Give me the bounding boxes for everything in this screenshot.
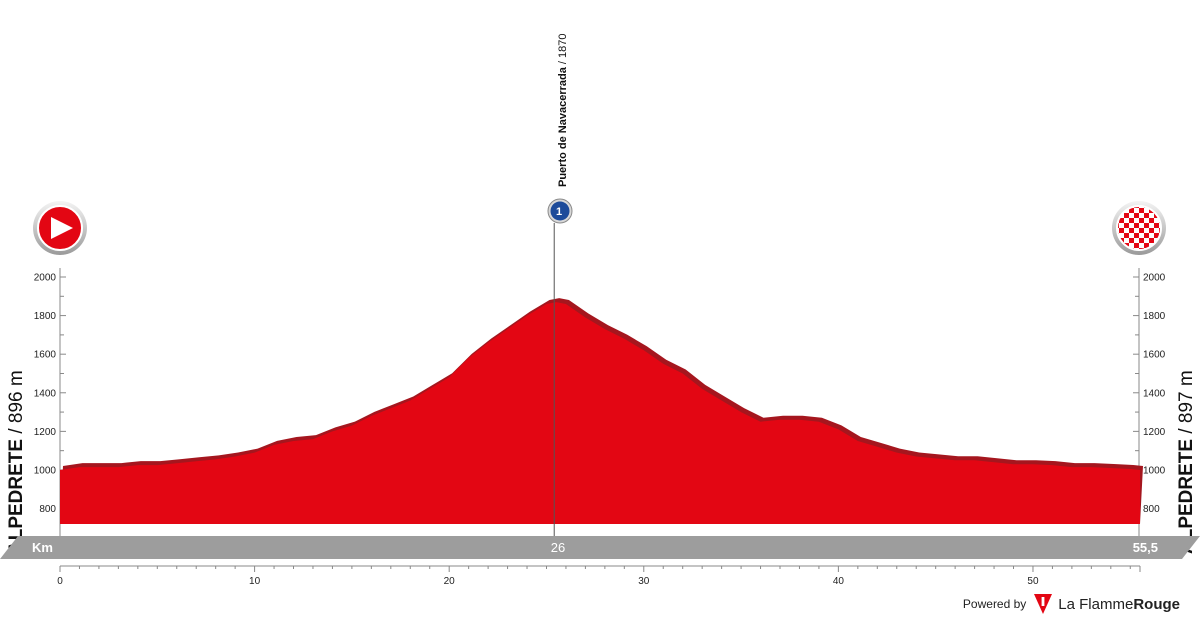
right-axis-tick-label: 1600 [1143,350,1166,361]
right-altitude-axis: 800 1000 1200 1400 1600 1800 2000 [1133,268,1166,545]
start-name: ALPEDRETE [6,439,27,554]
start-altitude: 896 m [6,370,27,423]
km-axis-ticks: 0 10 20 30 40 50 [57,566,1141,587]
distance-band: Km 26 55,5 [0,536,1200,559]
finish-label: ALPEDRETE / 897 m [1176,370,1197,554]
left-axis-tick-label: 800 [39,504,56,515]
left-axis-tick-label: 1400 [34,388,57,399]
left-axis-tick-label: 1600 [34,350,57,361]
right-axis-tick-label: 1400 [1143,388,1166,399]
brand-name-regular: La Flamme [1058,595,1134,613]
right-axis-tick-label: 800 [1143,504,1160,515]
brand-name: La FlammeRouge [1058,596,1180,613]
left-axis-tick-label: 1000 [34,465,57,476]
profile-area-group [60,298,1143,524]
category-1-climb-icon: 1 [547,198,573,224]
km-axis: 0 10 20 30 40 50 [57,565,1141,587]
left-axis-tick-label: 2000 [34,273,57,284]
right-axis-tick-label: 1800 [1143,311,1166,322]
climb-label: Puerto de Navacerrada / 1870 [557,34,569,188]
climb-marker: Puerto de Navacerrada / 1870 1 [547,34,573,536]
km-axis-tick-label: 30 [638,576,650,587]
km-axis-tick-label: 10 [249,576,261,587]
finish-altitude: 897 m [1176,370,1197,423]
left-axis-tick-label: 1800 [34,311,57,322]
right-axis-tick-label: 1000 [1143,465,1166,476]
climb-altitude: 1870 [557,34,569,58]
brand-logo: Powered by La FlammeRouge [963,593,1180,615]
start-separator: / [6,423,27,439]
km-label: Km [32,540,53,555]
la-flamme-rouge-logo-icon [1034,594,1053,614]
left-axis-tick-label: 1200 [34,427,57,438]
climb-separator: / [557,58,569,67]
km-axis-tick-label: 40 [833,576,845,587]
climb-category-label: 1 [556,206,562,218]
right-axis-tick-label: 1200 [1143,427,1166,438]
distance-band-shape [0,536,1200,559]
right-axis-tick-label: 2000 [1143,273,1166,284]
climb-name: Puerto de Navacerrada [557,66,569,187]
start-icon [33,201,87,255]
left-axis-ticks: 800 1000 1200 1400 1600 1800 2000 [34,273,66,515]
total-km-label: 55,5 [1133,540,1158,555]
km-axis-tick-label: 50 [1027,576,1039,587]
km-axis-tick-label: 20 [444,576,456,587]
summit-km-label: 26 [551,540,565,555]
finish-separator: / [1176,423,1197,439]
km-axis-tick-label: 0 [57,576,63,587]
finish-name: ALPEDRETE [1176,439,1197,554]
profile-fill [60,302,1140,524]
finish-flag-icon [1112,201,1166,255]
start-label: ALPEDRETE / 896 m [6,370,27,554]
powered-by-text: Powered by [962,597,1027,611]
brand-name-bold: Rouge [1133,595,1180,613]
right-axis-ticks: 800 1000 1200 1400 1600 1800 2000 [1133,273,1166,515]
